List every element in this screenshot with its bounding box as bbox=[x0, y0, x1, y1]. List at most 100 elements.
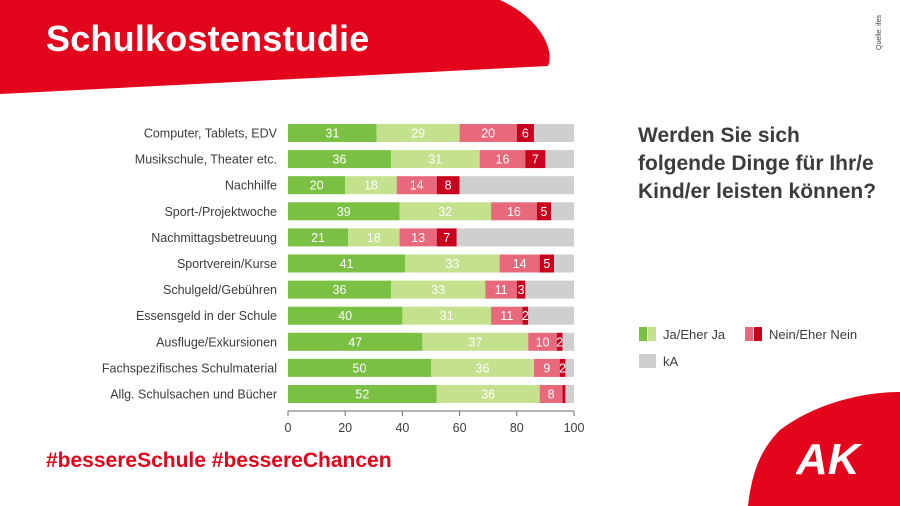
bar-segment bbox=[551, 202, 574, 221]
bar-segment bbox=[533, 358, 560, 377]
bar-segment bbox=[499, 254, 540, 273]
bar-segment bbox=[539, 385, 563, 403]
data-label: 2 bbox=[556, 335, 563, 349]
bar-segment bbox=[516, 124, 534, 142]
data-label: 16 bbox=[507, 205, 521, 219]
category-label: Computer, Tablets, EDV bbox=[144, 127, 278, 141]
bar-segment bbox=[288, 202, 400, 221]
x-tick-label: 40 bbox=[395, 421, 409, 435]
bar-segment bbox=[565, 385, 574, 403]
data-label: 47 bbox=[348, 335, 362, 349]
category-label: Nachhilfe bbox=[225, 179, 277, 193]
data-label: 31 bbox=[440, 309, 454, 323]
data-label: 32 bbox=[438, 205, 452, 219]
bar-segment bbox=[376, 124, 460, 142]
data-label: 11 bbox=[500, 309, 513, 323]
bar-segment bbox=[536, 202, 552, 221]
bar-segment bbox=[399, 202, 492, 221]
data-label: 16 bbox=[496, 153, 510, 167]
category-label: Nachmittagsbetreuung bbox=[151, 231, 277, 245]
data-label: 8 bbox=[445, 179, 452, 193]
bar-segment bbox=[562, 332, 574, 351]
legend-swatch-eher-ja bbox=[648, 327, 656, 341]
bar-segment bbox=[485, 280, 517, 299]
legend-swatch-nein bbox=[754, 327, 762, 341]
bar-segment bbox=[402, 306, 492, 325]
bar-segment bbox=[479, 150, 526, 169]
bar-segment bbox=[436, 176, 460, 195]
bar-segment bbox=[522, 306, 529, 325]
data-label: 18 bbox=[364, 179, 378, 193]
bar-segment bbox=[288, 254, 406, 273]
header-red-shape bbox=[0, 0, 550, 94]
legend-label-ka: kA bbox=[663, 354, 679, 369]
bar-segment bbox=[565, 358, 574, 377]
data-label: 14 bbox=[410, 179, 424, 193]
bar-segment bbox=[436, 385, 540, 403]
x-tick-label: 20 bbox=[338, 421, 352, 435]
bar-segment bbox=[491, 202, 537, 221]
bar-segment bbox=[436, 228, 457, 247]
bar-segment bbox=[553, 254, 574, 273]
category-label: Sportverein/Kurse bbox=[177, 257, 277, 271]
data-label: 40 bbox=[338, 309, 352, 323]
bar-segment bbox=[422, 332, 529, 351]
bar-segment bbox=[345, 176, 397, 195]
legend-swatch-ka bbox=[639, 354, 656, 368]
data-label: 13 bbox=[411, 231, 425, 245]
bar-segment bbox=[456, 228, 574, 247]
data-label: 7 bbox=[443, 231, 450, 245]
bar-segment bbox=[525, 280, 574, 299]
data-label: 20 bbox=[310, 179, 324, 193]
x-tick-label: 80 bbox=[510, 421, 524, 435]
bar-segment bbox=[539, 254, 554, 273]
data-label: 9 bbox=[543, 361, 550, 375]
bar-segment bbox=[390, 280, 486, 299]
data-label: 18 bbox=[367, 231, 381, 245]
data-label: 36 bbox=[481, 388, 495, 402]
data-label: 52 bbox=[355, 388, 369, 402]
data-label: 6 bbox=[522, 127, 529, 141]
bar-segment bbox=[459, 176, 574, 195]
category-label: Ausfluge/Exkursionen bbox=[156, 335, 277, 349]
bar-segment bbox=[533, 124, 574, 142]
x-tick-label: 0 bbox=[285, 421, 292, 435]
category-label: Musikschule, Theater etc. bbox=[135, 153, 277, 167]
legend-swatch-ja bbox=[639, 327, 647, 341]
category-label: Allg. Schulsachen und Bücher bbox=[110, 388, 277, 402]
data-label: 7 bbox=[532, 153, 539, 167]
legend-label-ja: Ja/Eher Ja bbox=[663, 327, 726, 342]
bar-segment bbox=[525, 150, 546, 169]
bar-segment bbox=[288, 306, 403, 325]
bar-segment bbox=[288, 124, 377, 142]
legend-swatch-eher-nein bbox=[745, 327, 753, 341]
data-label: 31 bbox=[325, 127, 339, 141]
data-label: 8 bbox=[548, 388, 555, 402]
bar-segment bbox=[288, 358, 431, 377]
bar-segment bbox=[516, 280, 526, 299]
bar-segment bbox=[288, 280, 391, 299]
bar-segment bbox=[288, 150, 391, 169]
data-label: 36 bbox=[333, 153, 347, 167]
data-label: 29 bbox=[411, 127, 425, 141]
data-label: 39 bbox=[337, 205, 351, 219]
bar-segment bbox=[491, 306, 523, 325]
category-label: Schulgeld/Gebühren bbox=[163, 283, 277, 297]
data-label: 21 bbox=[311, 231, 325, 245]
data-label: 5 bbox=[540, 205, 547, 219]
bar-segment bbox=[459, 124, 517, 142]
data-label: 11 bbox=[495, 283, 508, 297]
bar-segment bbox=[562, 385, 566, 403]
data-label: 5 bbox=[543, 257, 550, 271]
category-label: Fachspezifisches Schulmaterial bbox=[102, 361, 277, 375]
category-label: Essensgeld in der Schule bbox=[136, 309, 277, 323]
hashtags: #bessereSchule #bessereChancen bbox=[46, 449, 392, 472]
data-label: 3 bbox=[518, 283, 525, 297]
ak-logo: AK bbox=[796, 436, 863, 480]
data-label: 14 bbox=[513, 257, 527, 271]
bar-segment bbox=[405, 254, 500, 273]
bar-segment bbox=[396, 176, 437, 195]
bar-segment bbox=[288, 176, 346, 195]
